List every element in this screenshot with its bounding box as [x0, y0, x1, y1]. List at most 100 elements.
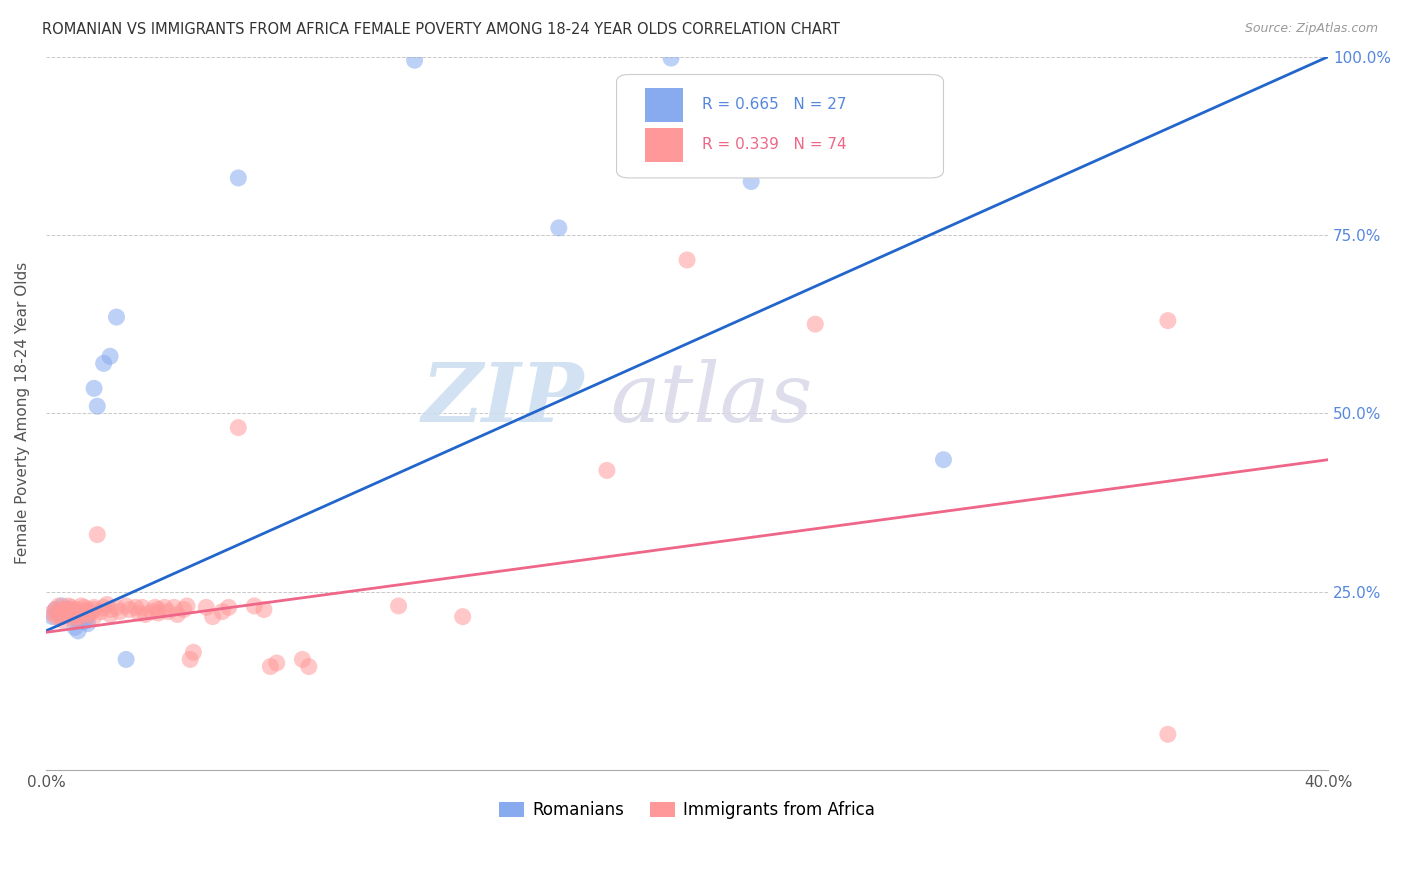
Point: [105, 600, 128, 615]
Point: [80, 606, 103, 620]
Point: [179, 652, 201, 666]
Point: [76, 602, 98, 616]
Point: [547, 220, 569, 235]
Point: [183, 645, 205, 659]
Point: [156, 605, 179, 619]
Point: [45, 609, 67, 624]
Point: [108, 605, 131, 619]
Point: [58, 602, 80, 616]
Point: [253, 602, 276, 616]
Point: [932, 452, 955, 467]
Point: [387, 599, 409, 613]
Point: [48, 607, 70, 622]
Point: [676, 252, 699, 267]
Point: [66, 606, 89, 620]
Point: [96, 598, 118, 612]
Point: [63, 613, 86, 627]
Point: [201, 609, 224, 624]
Point: [73, 605, 96, 619]
Point: [60, 600, 83, 615]
Point: [51, 613, 73, 627]
Point: [266, 656, 288, 670]
Point: [115, 599, 138, 613]
Point: [41, 609, 63, 624]
Point: [291, 652, 314, 666]
Point: [243, 599, 266, 613]
Point: [76, 609, 98, 624]
Bar: [645, 128, 683, 161]
Point: [146, 602, 169, 616]
Point: [98, 607, 121, 622]
Point: [73, 600, 96, 615]
Point: [115, 652, 138, 666]
Point: [134, 607, 156, 622]
Point: [58, 599, 80, 613]
Point: [41, 606, 63, 620]
Text: R = 0.339   N = 74: R = 0.339 N = 74: [703, 137, 846, 153]
Point: [83, 602, 105, 616]
Point: [83, 609, 105, 624]
Point: [66, 613, 89, 627]
Point: [86, 399, 108, 413]
Point: [740, 174, 762, 188]
Point: [63, 620, 86, 634]
Point: [146, 606, 169, 620]
Point: [404, 54, 426, 68]
Point: [76, 616, 98, 631]
Point: [53, 606, 76, 620]
Point: [73, 615, 96, 629]
Point: [51, 609, 73, 624]
Point: [89, 605, 111, 619]
Point: [163, 600, 186, 615]
Text: Source: ZipAtlas.com: Source: ZipAtlas.com: [1244, 22, 1378, 36]
Point: [70, 599, 93, 613]
Point: [98, 602, 121, 616]
Point: [125, 600, 148, 615]
Point: [70, 609, 93, 624]
Point: [1157, 727, 1180, 741]
Point: [98, 349, 121, 363]
Point: [93, 356, 115, 370]
Point: [53, 607, 76, 622]
Point: [259, 659, 281, 673]
Point: [70, 609, 93, 624]
Point: [45, 602, 67, 616]
Point: [176, 599, 198, 613]
Point: [143, 600, 166, 615]
Point: [83, 600, 105, 615]
Point: [226, 420, 249, 434]
Bar: [645, 87, 683, 122]
Point: [298, 659, 321, 673]
Point: [51, 609, 73, 624]
Point: [60, 609, 83, 624]
Point: [66, 602, 89, 616]
Point: [53, 602, 76, 616]
Text: ROMANIAN VS IMMIGRANTS FROM AFRICA FEMALE POVERTY AMONG 18-24 YEAR OLDS CORRELAT: ROMANIAN VS IMMIGRANTS FROM AFRICA FEMAL…: [42, 22, 839, 37]
Point: [48, 599, 70, 613]
Point: [58, 607, 80, 622]
Y-axis label: Female Poverty Among 18-24 Year Olds: Female Poverty Among 18-24 Year Olds: [15, 262, 30, 565]
Point: [166, 607, 188, 622]
Text: ZIP: ZIP: [422, 359, 585, 439]
Point: [76, 607, 98, 622]
Point: [66, 609, 89, 624]
Point: [63, 606, 86, 620]
Point: [211, 605, 233, 619]
Point: [83, 381, 105, 395]
Point: [45, 602, 67, 616]
Text: R = 0.665   N = 27: R = 0.665 N = 27: [703, 97, 846, 112]
Point: [105, 310, 128, 324]
Point: [48, 606, 70, 620]
Point: [51, 602, 73, 616]
Point: [118, 602, 141, 616]
Point: [93, 600, 115, 615]
Point: [141, 605, 163, 619]
Point: [451, 609, 474, 624]
Point: [195, 600, 218, 615]
Point: [131, 600, 153, 615]
Point: [804, 317, 827, 331]
Point: [128, 606, 150, 620]
Point: [596, 463, 619, 477]
Point: [218, 600, 240, 615]
Point: [66, 624, 89, 638]
